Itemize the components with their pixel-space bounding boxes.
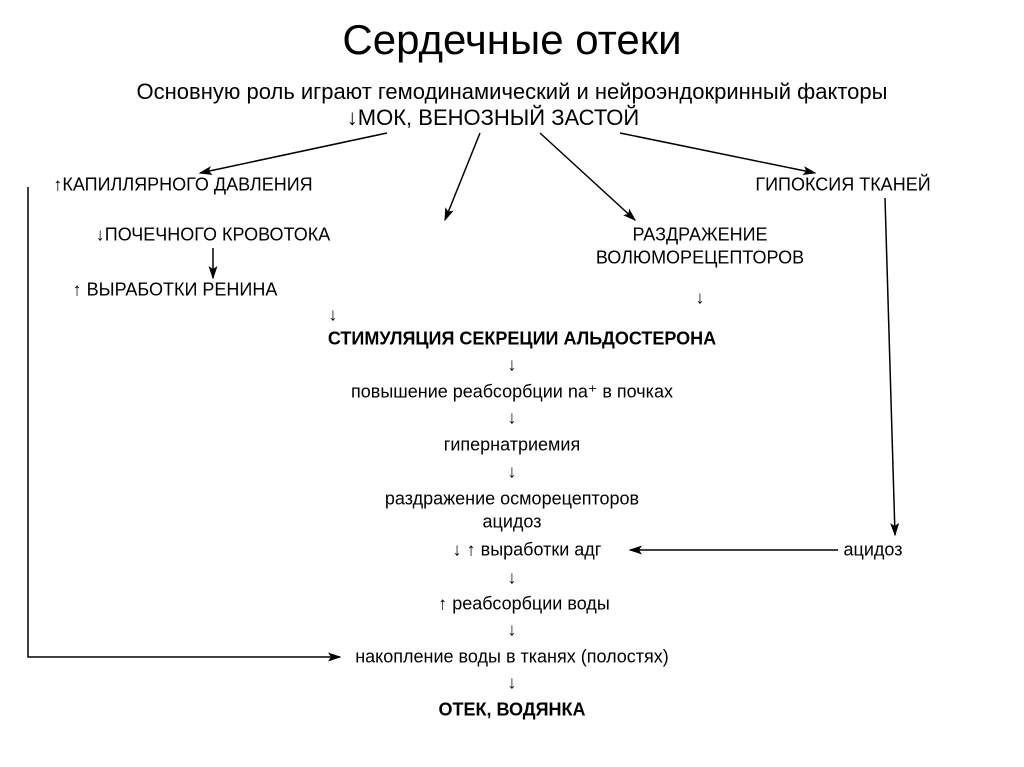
node-accum: накопление воды в тканях (полостях)	[355, 647, 669, 668]
node-mok: ↓МОК, ВЕНОЗНЫЙ ЗАСТОЙ	[347, 105, 639, 131]
node-d6: ↓	[508, 620, 517, 641]
node-reabs_na: повышение реабсорбции na⁺ в почках	[351, 382, 673, 403]
node-d2: ↓	[508, 408, 517, 429]
node-acidoz_r: ацидоз	[844, 540, 903, 561]
node-subtitle: Основную роль играют гемодинамический и …	[137, 79, 888, 105]
arrow-6	[885, 198, 895, 535]
arrow-3	[620, 133, 815, 173]
arrow-1	[445, 133, 480, 220]
node-osmo: раздражение осморецепторов	[385, 489, 639, 510]
node-adh: ↓ ↑ выработки адг	[453, 540, 602, 561]
polyline-left-path	[28, 187, 340, 657]
node-hypernat: гипернатриемия	[444, 435, 580, 456]
node-renal_flow: ↓ПОЧЕЧНОГО КРОВОТОКА	[96, 225, 330, 246]
arrow-2	[540, 133, 635, 220]
node-volum1: РАЗДРАЖЕНИЕ	[632, 225, 767, 246]
node-d3: ↓	[508, 462, 517, 483]
node-cap_pressure: ↑КАПИЛЛЯРНОГО ДАВЛЕНИЯ	[53, 175, 312, 196]
node-title: Сердечные отеки	[342, 16, 681, 64]
node-edema: ОТЕК, ВОДЯНКА	[438, 700, 585, 721]
node-d7: ↓	[508, 673, 517, 694]
node-d5: ↓	[508, 568, 517, 589]
node-renin: ↑ ВЫРАБОТКИ РЕНИНА	[73, 280, 278, 301]
node-aldost: СТИМУЛЯЦИЯ СЕКРЕЦИИ АЛЬДОСТЕРОНА	[328, 329, 716, 350]
node-acidoz_c: ацидоз	[483, 512, 542, 533]
node-volum2: ВОЛЮМОРЕЦЕПТОРОВ	[596, 248, 804, 269]
arrow-0	[200, 133, 387, 173]
node-d_renin: ↓	[329, 305, 338, 326]
node-d_volum: ↓	[696, 288, 705, 309]
node-d1: ↓	[508, 355, 517, 376]
node-reabs_h2o: ↑ реабсорбции воды	[438, 594, 610, 615]
node-hypoxia: ГИПОКСИЯ ТКАНЕЙ	[755, 175, 930, 196]
